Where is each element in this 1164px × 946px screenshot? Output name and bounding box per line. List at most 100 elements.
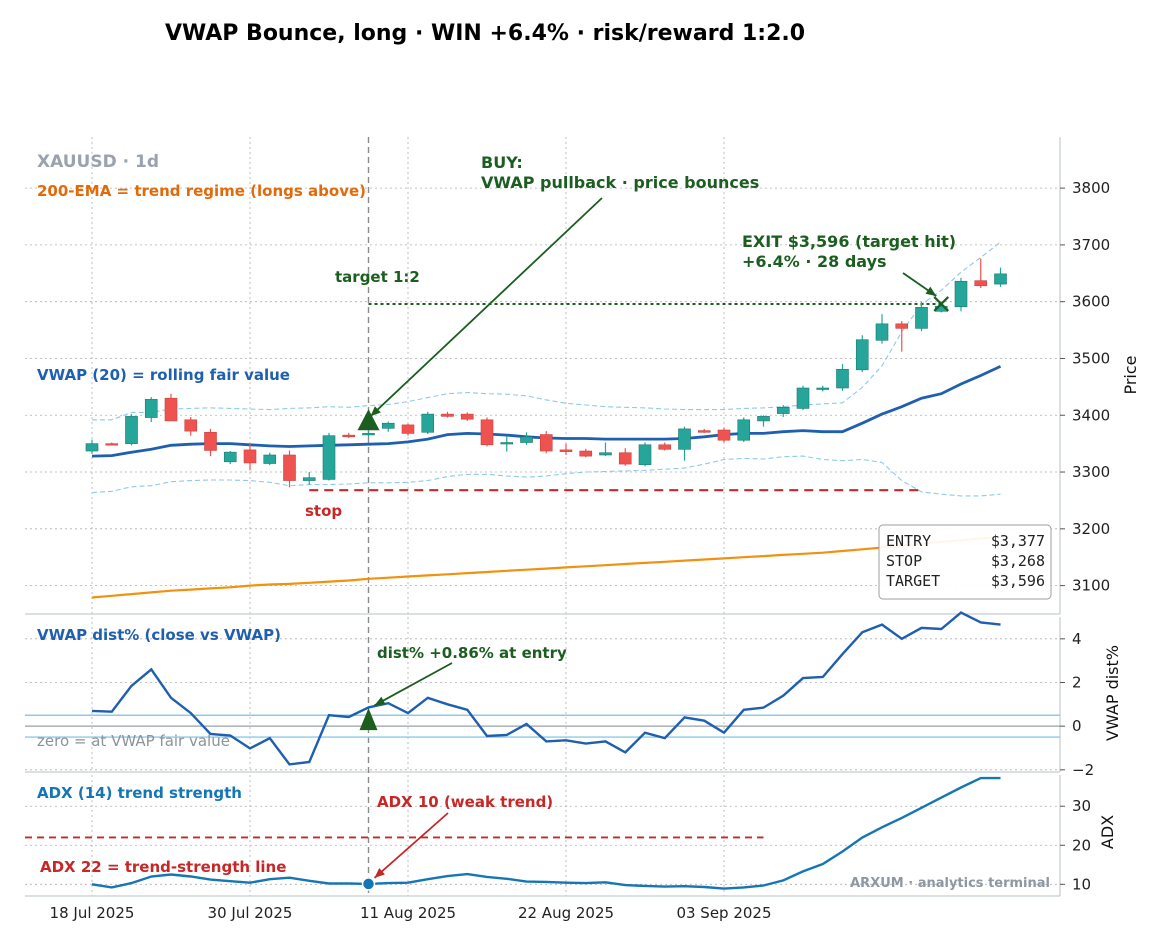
candle-body [85,443,99,452]
exit-marker [933,296,950,312]
exit-label-line1: EXIT $3,596 (target hit) [742,232,956,251]
ema200-line [91,535,1001,599]
x-tick-label: 22 Aug 2025 [518,904,614,922]
y-tick-label: 0 [1072,717,1082,735]
dist-entry-arrow-shaft [374,662,453,707]
candle-body [184,419,198,432]
candle-body [599,452,612,456]
adx-entry-marker [361,877,376,891]
dist-entry-arrow-head [374,696,386,706]
buy-label-line2: VWAP pullback · price bounces [481,173,759,192]
candle-body [875,323,889,341]
dist-title: VWAP dist% (close vs VWAP) [37,626,281,644]
exit-arrow-head [925,286,937,296]
vwap-lower-band [91,455,1001,497]
y-tick-label: 2 [1072,673,1082,691]
candle-body [697,430,711,433]
y-tick-label: 10 [1072,875,1091,893]
buy-label-line1: BUY: [481,153,523,172]
candle-body [125,416,138,444]
adx-axis-title: ADX [1098,815,1117,849]
y-tick-label: 20 [1072,836,1091,854]
adx-title: ADX (14) trend strength [37,784,242,802]
target-label: target 1:2 [335,268,420,286]
dist-entry-note: dist% +0.86% at entry [377,644,567,662]
candle-body [283,454,296,481]
y-tick-label: 3300 [1072,463,1110,481]
symbol-label: XAUUSD · 1d [37,152,159,172]
x-tick-label: 03 Sep 2025 [676,904,771,922]
candle-body [144,399,158,418]
y-tick-label: 3500 [1072,349,1110,367]
candle-body [263,454,277,464]
info-entry-value: $3,377 [991,532,1045,550]
candle-body [520,436,533,443]
grid-lines [25,137,1060,896]
candle-body [678,428,691,450]
x-tick-label: 30 Jul 2025 [208,904,293,922]
adx-entry-note: ADX 10 (weak trend) [377,793,553,811]
price-panel [85,197,1007,599]
buy-arrow-head [370,406,381,417]
trade-info-box: ENTRY $3,377 STOP $3,268 TARGET $3,596 [878,524,1052,600]
info-entry-key: ENTRY [886,532,931,550]
info-stop-value: $3,268 [991,552,1045,570]
y-tick-label: 3600 [1072,293,1110,311]
price-axis-title: Price [1121,355,1140,394]
candle-body [342,434,356,438]
candle-body [776,406,790,414]
candle-body [559,449,573,452]
candle-body [796,387,810,409]
x-tick-label: 18 Jul 2025 [50,904,135,922]
candle-body [105,443,119,446]
candle-body [717,429,731,441]
info-stop-key: STOP [886,552,922,570]
panel-frames [25,137,1061,897]
ema-label: 200-EMA = trend regime (longs above) [37,182,366,200]
candle-body [441,413,454,417]
candle-body [579,450,593,457]
candle-body [302,477,316,481]
candle-body [381,422,395,429]
vwap-dist-panel [25,611,1060,766]
y-tick-label: 3400 [1072,406,1110,424]
entry-marker [357,409,380,431]
candle-body [539,434,553,452]
candle-body [618,452,632,465]
y-tick-label: 3100 [1072,577,1110,595]
adx-line [91,776,1001,890]
candle-body [164,397,178,422]
y-tick-label: −2 [1072,761,1094,779]
candle-body [737,419,751,441]
candle-body [638,444,652,465]
y-tick-label: 4 [1072,630,1082,648]
candle-body [954,280,968,308]
info-target-value: $3,596 [991,572,1045,590]
candle-body [421,413,435,433]
stop-label: stop [305,502,342,520]
vwap-label: VWAP (20) = rolling fair value [37,366,290,384]
candle-body [816,387,830,390]
candle-body [855,339,869,371]
adx-entry-arrow-shaft [373,812,449,879]
candle-body [223,451,237,463]
dist-line [91,611,1001,766]
candle-body [322,435,336,480]
candle-body [994,273,1007,285]
candle-body [480,419,494,446]
y-tick-label: 3800 [1072,179,1110,197]
candle-body [757,416,770,422]
y-tick-label: 3700 [1072,236,1110,254]
candle-body [460,413,474,420]
candle-body [658,444,672,450]
candle-body [362,433,375,436]
adx-entry-arrow-head [374,867,385,878]
adx-panel [25,776,1001,891]
candle-body [243,449,257,464]
y-tick-label: 3200 [1072,520,1110,538]
dist-axis-title: VWAP dist% [1103,645,1122,741]
y-tick-label: 30 [1072,797,1091,815]
candle-body [974,280,988,287]
candle-body [836,368,849,389]
